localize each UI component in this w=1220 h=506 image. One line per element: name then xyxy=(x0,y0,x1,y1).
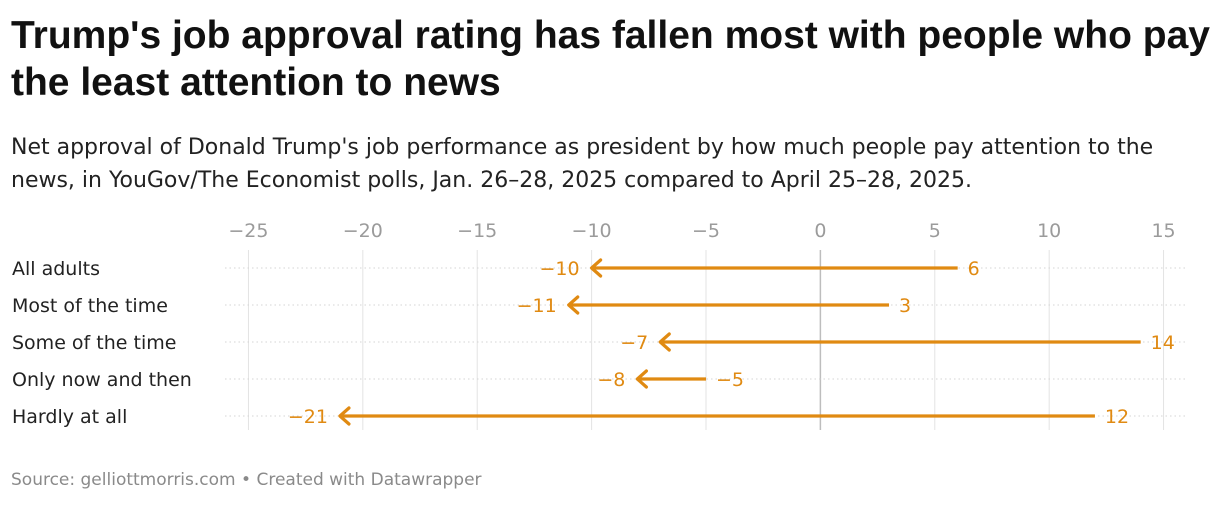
chart-title: Trump's job approval rating has fallen m… xyxy=(11,14,1210,104)
start-value-label: 12 xyxy=(1105,406,1129,428)
start-value-label: −5 xyxy=(716,369,744,391)
arrow-chart: −25 −20 −15 −10 −5 0 5 10 15 All adults 6 −10 Most … xyxy=(12,220,1187,430)
start-value-label: 6 xyxy=(968,258,980,280)
row-label: Hardly at all xyxy=(12,406,127,428)
row-label: Some of the time xyxy=(12,332,176,354)
arrow-head xyxy=(658,332,671,352)
source-note: Source: gelliottmorris.com xyxy=(11,470,236,490)
start-value-label: 14 xyxy=(1151,332,1175,354)
gridlines xyxy=(247,250,1165,430)
footer-separator: • xyxy=(241,470,252,490)
end-value-label: −8 xyxy=(597,369,625,391)
arrow-head xyxy=(590,258,603,278)
x-tick-label: −25 xyxy=(228,220,268,242)
x-tick-label: −15 xyxy=(457,220,497,242)
row-label: Most of the time xyxy=(12,295,168,317)
x-tick-label: −5 xyxy=(692,220,720,242)
arrow-head xyxy=(338,406,351,426)
x-tick-label: 5 xyxy=(929,220,941,242)
credit-note: Created with Datawrapper xyxy=(256,470,482,490)
x-tick-label: 10 xyxy=(1037,220,1061,242)
x-tick-label: 0 xyxy=(814,220,826,242)
chart-rows: All adults 6 −10 Most of the time 3 −11 Some o… xyxy=(12,258,1187,428)
footer: Source: gelliottmorris.com • Created wit… xyxy=(11,470,482,490)
end-value-label: −21 xyxy=(288,406,328,428)
end-value-label: −7 xyxy=(620,332,648,354)
x-axis-ticks: −25 −20 −15 −10 −5 0 5 10 15 xyxy=(228,220,1175,242)
row-label: Only now and then xyxy=(12,369,192,391)
x-tick-label: 15 xyxy=(1151,220,1175,242)
chart-subtitle: Net approval of Donald Trump's job perfo… xyxy=(11,135,1154,193)
end-value-label: −11 xyxy=(517,295,557,317)
arrow-head xyxy=(567,295,580,315)
x-tick-label: −20 xyxy=(343,220,383,242)
end-value-label: −10 xyxy=(540,258,580,280)
start-value-label: 3 xyxy=(899,295,911,317)
row-label: All adults xyxy=(12,258,100,280)
arrow-head xyxy=(635,369,648,389)
x-tick-label: −10 xyxy=(572,220,612,242)
